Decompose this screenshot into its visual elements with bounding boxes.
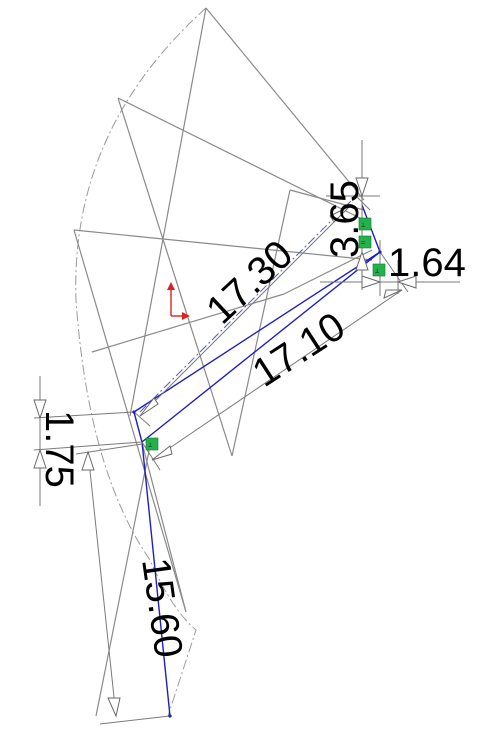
endpoint[interactable] xyxy=(132,410,136,414)
geo-line[interactable] xyxy=(129,7,207,417)
dimension-15-60[interactable]: 15.60 xyxy=(75,443,191,725)
relation-marker[interactable]: ⊥ xyxy=(145,437,159,451)
dimension-1-64[interactable]: 1.64 xyxy=(320,240,466,296)
dimension-1-75[interactable]: 1.75 xyxy=(33,376,143,506)
geo-line[interactable] xyxy=(289,189,365,211)
geo-line[interactable] xyxy=(73,229,373,261)
relation-marker[interactable]: ⊥ xyxy=(358,217,372,231)
geo-line[interactable] xyxy=(95,445,151,717)
relation-marker[interactable]: ⊥ xyxy=(372,263,386,277)
geo-line[interactable] xyxy=(117,97,233,457)
svg-text:⊥: ⊥ xyxy=(375,267,379,275)
geo-line[interactable] xyxy=(73,229,187,613)
sketch-line[interactable] xyxy=(141,441,171,717)
dimension-1-64-text[interactable]: 1.64 xyxy=(388,241,466,285)
sketch-line[interactable] xyxy=(133,251,381,413)
svg-text:⊥: ⊥ xyxy=(148,441,152,449)
sketch-line[interactable] xyxy=(141,251,381,443)
geo-line[interactable] xyxy=(231,189,291,457)
endpoint[interactable] xyxy=(168,714,172,718)
svg-text:=: = xyxy=(361,239,365,247)
svg-text:⊥: ⊥ xyxy=(361,221,365,229)
geo-line[interactable] xyxy=(117,97,365,221)
endpoint[interactable] xyxy=(378,250,382,254)
dimension-15-60-text[interactable]: 15.60 xyxy=(133,555,191,660)
dimension-17-10-text[interactable]: 17.10 xyxy=(245,304,353,395)
geo-line[interactable] xyxy=(283,249,373,295)
geometry-lines xyxy=(73,7,373,717)
geo-line[interactable] xyxy=(205,7,365,201)
relation-marker[interactable]: = xyxy=(358,235,372,249)
dimension-1-75-text[interactable]: 1.75 xyxy=(37,410,81,488)
sketch-origin-icon xyxy=(167,282,190,320)
sketch-line[interactable] xyxy=(133,411,143,443)
construction-arc[interactable] xyxy=(75,7,207,717)
